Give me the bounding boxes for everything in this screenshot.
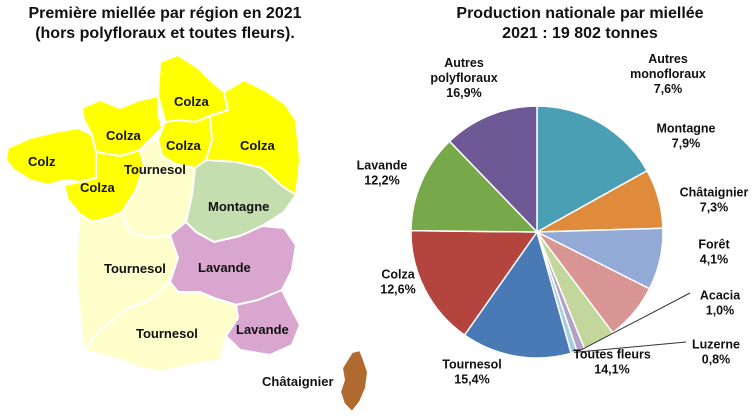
pie-value-lavande: 12,2%	[364, 174, 399, 188]
region-label-auvergne-rhone-alpes: Lavande	[198, 260, 251, 275]
pie-label-autres-polyfloraux: polyfloraux	[430, 71, 497, 85]
pie-slice-toutesfleurs	[463, 230, 572, 359]
pie-slice-tournesol	[410, 229, 539, 337]
region-label-normandie: Colza	[106, 128, 141, 143]
pie-value-luzerne: 0,8%	[702, 353, 731, 367]
pie-labels: Autrespolyfloraux16,9%Autresmonofloraux7…	[357, 52, 749, 387]
region-label-pays-de-la-loire: Colza	[80, 180, 115, 195]
pie-value-foret: 4,1%	[700, 253, 729, 267]
pie-label-chataignier: Châtaignier	[680, 186, 749, 200]
pie-value-autres-polyfloraux: 16,9%	[446, 86, 481, 100]
region-corse	[339, 349, 369, 413]
pie-slices	[410, 105, 664, 359]
pie-title-line2: 2021 : 19 802 tonnes	[502, 25, 658, 42]
pie-value-chataignier: 7,3%	[700, 201, 729, 215]
pie-label-autres-monofloraux: monofloraux	[630, 67, 706, 81]
pie-slice-autres-polyfloraux	[536, 105, 649, 234]
region-label-grand-est: Colza	[240, 138, 275, 153]
region-label-ile-de-france: Colza	[166, 138, 201, 153]
region-label-bourgogne-franche-comte: Montagne	[208, 199, 269, 214]
region-paca	[225, 289, 301, 356]
pie-label-montagne: Montagne	[656, 122, 715, 136]
region-label-corse: Châtaignier	[262, 374, 334, 389]
pie-label-luzerne: Luzerne	[692, 338, 740, 352]
pie-slice-colza	[410, 140, 539, 233]
map-regions: Colz Colza Colza Colza Colza Colza Tournesol Mo…	[5, 54, 369, 413]
pie-value-tournesol: 15,4%	[454, 373, 489, 387]
pie-label-lavande: Lavande	[357, 159, 408, 173]
pie-label-tournesol: Tournesol	[442, 358, 502, 372]
pie-title: Production nationale par miellée 2021 : …	[410, 4, 750, 44]
map-title-line2: (hors polyfloraux et toutes fleurs).	[35, 25, 295, 42]
region-label-hauts-de-france: Colza	[174, 94, 209, 109]
pie-label-foret: Forêt	[698, 238, 730, 252]
pie-value-montagne: 7,9%	[672, 137, 701, 151]
pie-value-autres-monofloraux: 7,6%	[654, 82, 683, 96]
pie-label-acacia: Acacia	[700, 289, 741, 303]
pie-label-toutesfleurs: Toutes fleurs	[573, 348, 651, 362]
region-normandie	[81, 95, 163, 157]
region-label-paca: Lavande	[236, 322, 289, 337]
region-label-occitanie: Tournesol	[136, 326, 198, 341]
map-title-line1: Première miellée par région en 2021	[28, 5, 302, 22]
pie-label-autres-polyfloraux: Autres	[444, 56, 484, 70]
region-label-bretagne: Colz	[28, 154, 56, 169]
pie-label-colza: Colza	[381, 268, 415, 282]
pie-value-toutesfleurs: 14,1%	[594, 363, 629, 377]
region-label-centre-val-de-loire: Tournesol	[124, 162, 186, 177]
pie-slice-lavande	[448, 105, 538, 234]
pie-label-autres-monofloraux: Autres	[648, 52, 688, 66]
pie-title-line1: Production nationale par miellée	[456, 5, 704, 22]
leader-line-acacia	[580, 292, 691, 351]
map-title: Première miellée par région en 2021 (hor…	[0, 4, 330, 44]
pie-value-colza: 12,6%	[380, 283, 415, 297]
pie-value-acacia: 1,0%	[706, 304, 735, 318]
leader-line-luzerne	[574, 341, 687, 353]
region-label-nouvelle-aquitaine: Tournesol	[104, 261, 166, 276]
